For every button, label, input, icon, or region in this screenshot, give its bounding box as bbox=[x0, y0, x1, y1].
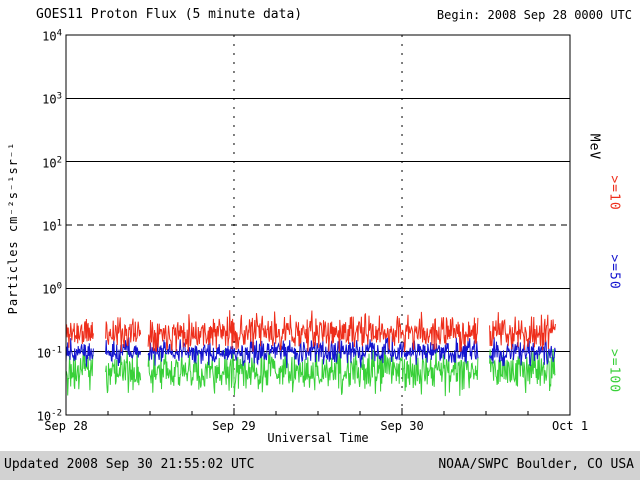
legend-label->=50: >=50 bbox=[606, 254, 622, 290]
x-tick-label: Oct 1 bbox=[551, 419, 589, 433]
y-tick-label-1e-1: 10-1 bbox=[36, 345, 62, 361]
series-line->=100 bbox=[105, 348, 142, 394]
plot-frame bbox=[65, 34, 571, 416]
updated-timestamp: Updated 2008 Sep 30 21:55:02 UTC bbox=[4, 457, 255, 472]
series-line->=10 bbox=[105, 317, 142, 352]
legend-label->=100: >=100 bbox=[606, 348, 622, 394]
y-tick-label-1e0: 100 bbox=[42, 281, 62, 297]
attribution: NOAA/SWPC Boulder, CO USA bbox=[438, 457, 634, 472]
series-line->=50 bbox=[65, 338, 94, 367]
series-line->=100 bbox=[147, 348, 479, 397]
footer-bar bbox=[0, 451, 640, 480]
series-line->=10 bbox=[147, 310, 479, 352]
legend-label->=10: >=10 bbox=[606, 175, 622, 211]
right-axis-unit-label: MeV bbox=[586, 133, 602, 161]
y-tick-label-1e4: 104 bbox=[42, 28, 62, 44]
series-line->=50 bbox=[105, 337, 142, 367]
y-tick-label-1e3: 103 bbox=[42, 91, 62, 107]
series-line->=50 bbox=[147, 336, 479, 369]
y-axis-title: Particles cm⁻²s⁻¹sr⁻¹ bbox=[6, 141, 20, 315]
x-tick-label: Sep 29 bbox=[212, 419, 256, 433]
y-tick-label-1e-2: 10-2 bbox=[36, 408, 62, 424]
begin-timestamp: Begin: 2008 Sep 28 0000 UTC bbox=[436, 8, 632, 22]
y-tick-label-1e2: 102 bbox=[42, 155, 62, 171]
x-tick-label: Sep 30 bbox=[380, 419, 424, 433]
series-line->=50 bbox=[489, 337, 556, 367]
x-tick-label: Sep 28 bbox=[44, 419, 88, 433]
series-line->=100 bbox=[489, 348, 556, 394]
series-line->=10 bbox=[489, 312, 556, 351]
y-tick-label-1e1: 101 bbox=[42, 218, 62, 234]
x-axis-title: Universal Time bbox=[267, 431, 369, 445]
series-line->=100 bbox=[65, 348, 94, 396]
chart-title: GOES11 Proton Flux (5 minute data) bbox=[36, 7, 303, 22]
series-line->=10 bbox=[65, 318, 94, 348]
